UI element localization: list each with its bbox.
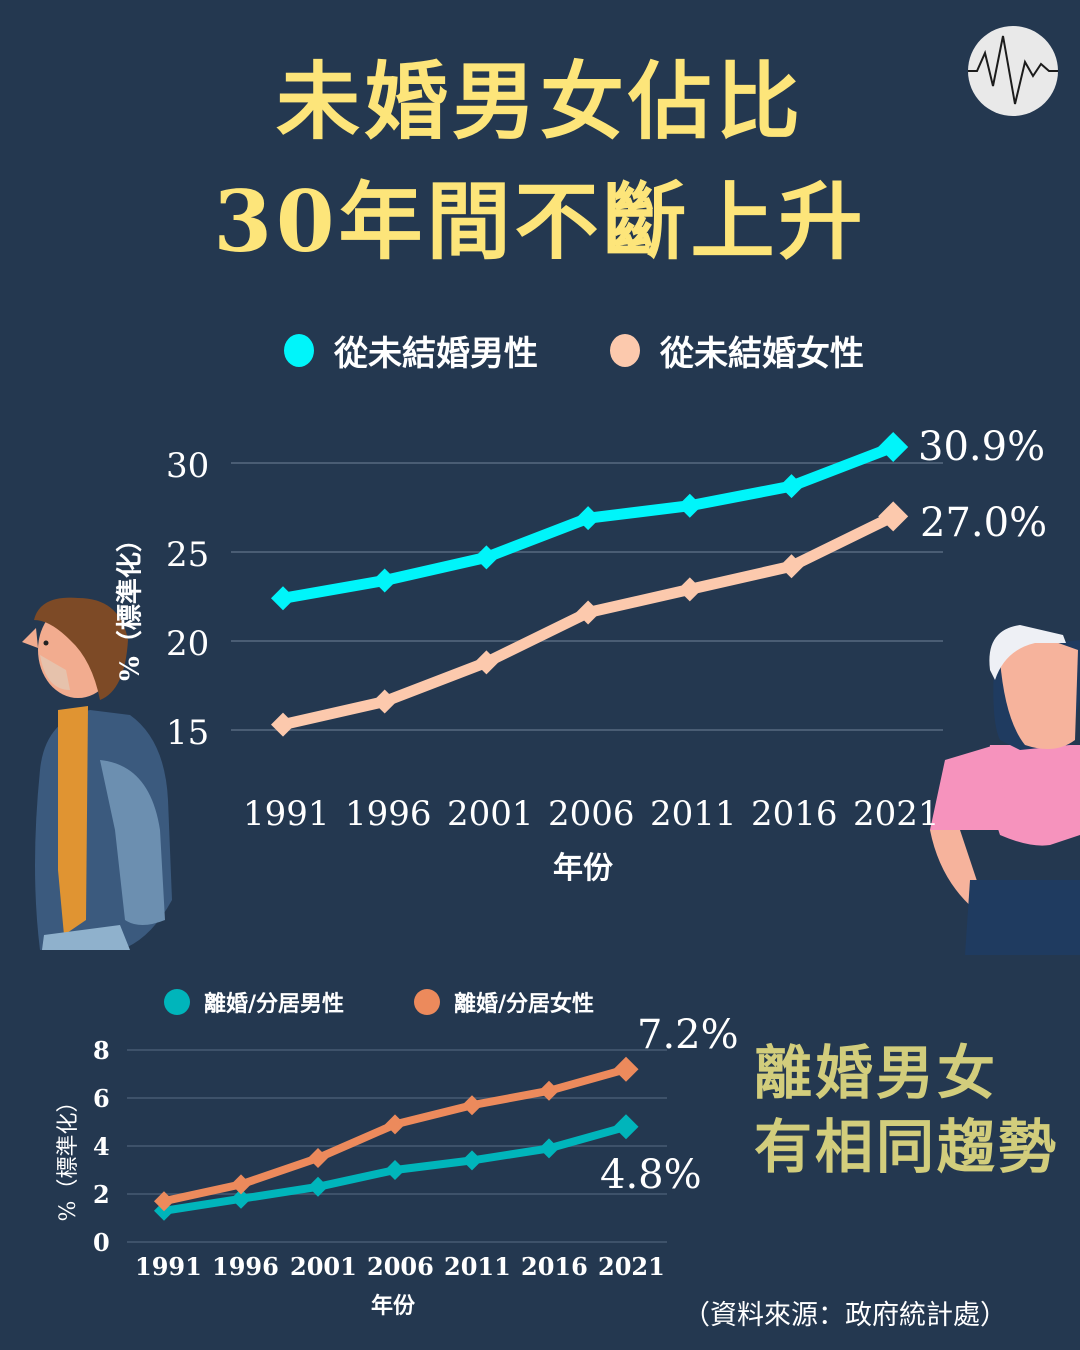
legend-never-married-female: 從未結婚女性	[610, 326, 864, 375]
female-end-label: 7.2%	[637, 1012, 739, 1058]
data-point-marker	[308, 1176, 328, 1197]
data-point-marker	[474, 650, 499, 675]
title-line-2: 30年間不斷上升	[213, 172, 867, 271]
x-tick: 2006	[548, 794, 635, 834]
x-tick: 1991	[243, 794, 330, 834]
x-tick: 1991	[135, 1252, 202, 1281]
x-tick: 2021	[853, 794, 940, 834]
subtitle-line-1: 離婚男女	[754, 1039, 999, 1107]
x-tick: 2016	[521, 1252, 588, 1281]
subtitle-line-2: 有相同趨勢	[754, 1113, 1060, 1181]
data-point-marker	[576, 506, 601, 531]
x-tick: 2016	[751, 794, 838, 834]
legend-dot-peach	[610, 334, 640, 367]
data-point-marker	[779, 474, 804, 499]
data-point-marker	[779, 554, 804, 579]
y-tick: 2	[93, 1180, 110, 1209]
y-tick: 4	[93, 1132, 110, 1161]
x-tick: 2001	[447, 794, 534, 834]
y-tick: 30	[166, 446, 210, 486]
data-point-marker	[385, 1114, 405, 1135]
data-point-marker	[231, 1188, 251, 1209]
x-axis-label: 年份	[371, 1293, 416, 1319]
legend-label: 從未結婚男性	[334, 334, 538, 374]
data-point-marker	[462, 1150, 482, 1171]
data-point-marker	[878, 431, 909, 462]
x-tick: 2021	[598, 1252, 665, 1281]
waveform-icon	[968, 26, 1058, 116]
woman-illustration	[930, 625, 1080, 955]
legend-divorced-male: 離婚/分居男性	[164, 986, 344, 1018]
legend-label: 離婚/分居女性	[454, 991, 595, 1017]
x-tick: 1996	[212, 1252, 279, 1281]
gridlines	[127, 1049, 667, 1243]
y-tick: 15	[166, 713, 210, 753]
data-point-marker	[372, 568, 397, 593]
data-point-marker	[677, 577, 702, 602]
data-point-marker	[462, 1095, 482, 1116]
y-tick: 25	[166, 535, 210, 575]
title-line-1: 未婚男女佔比	[275, 52, 804, 151]
legend-label: 從未結婚女性	[660, 334, 864, 374]
data-point-marker	[385, 1160, 405, 1180]
y-tick: 0	[93, 1228, 110, 1257]
data-point-marker	[372, 689, 397, 714]
legend-dot-cyan	[284, 334, 314, 367]
data-point-marker	[308, 1148, 328, 1168]
data-point-marker	[576, 600, 601, 625]
x-tick: 2006	[367, 1252, 434, 1281]
male-end-label: 30.9%	[918, 424, 1046, 470]
data-point-marker	[613, 1114, 639, 1140]
man-illustration	[22, 597, 172, 950]
data-point-marker	[677, 493, 702, 518]
source-note: （資料來源：政府統計處）	[683, 1300, 1007, 1331]
x-tick: 1996	[345, 794, 432, 834]
data-point-marker	[271, 712, 295, 737]
legend-dot-orange	[414, 989, 440, 1015]
x-tick: 2011	[650, 794, 737, 834]
female-end-label: 27.0%	[920, 500, 1048, 546]
legend-divorced-female: 離婚/分居女性	[414, 986, 594, 1018]
data-point-marker	[539, 1080, 559, 1101]
male-end-label: 4.8%	[600, 1152, 702, 1198]
legend-dot-teal	[164, 989, 190, 1015]
y-axis-label: %（標準化）	[56, 1090, 81, 1222]
x-tick: 2011	[444, 1252, 511, 1281]
y-tick: 6	[93, 1084, 110, 1113]
data-point-marker	[271, 586, 295, 611]
y-tick: 8	[93, 1036, 110, 1065]
x-tick: 2001	[290, 1252, 357, 1281]
data-point-marker	[154, 1191, 174, 1212]
y-tick: 20	[166, 624, 210, 664]
x-axis-label: 年份	[553, 851, 613, 886]
data-point-marker	[878, 501, 909, 532]
data-point-marker	[539, 1138, 559, 1159]
data-point-marker	[474, 545, 499, 570]
data-point-marker	[613, 1056, 639, 1082]
data-point-marker	[231, 1174, 251, 1195]
legend-never-married-male: 從未結婚男性	[284, 326, 538, 375]
legend-label: 離婚/分居男性	[204, 991, 345, 1017]
